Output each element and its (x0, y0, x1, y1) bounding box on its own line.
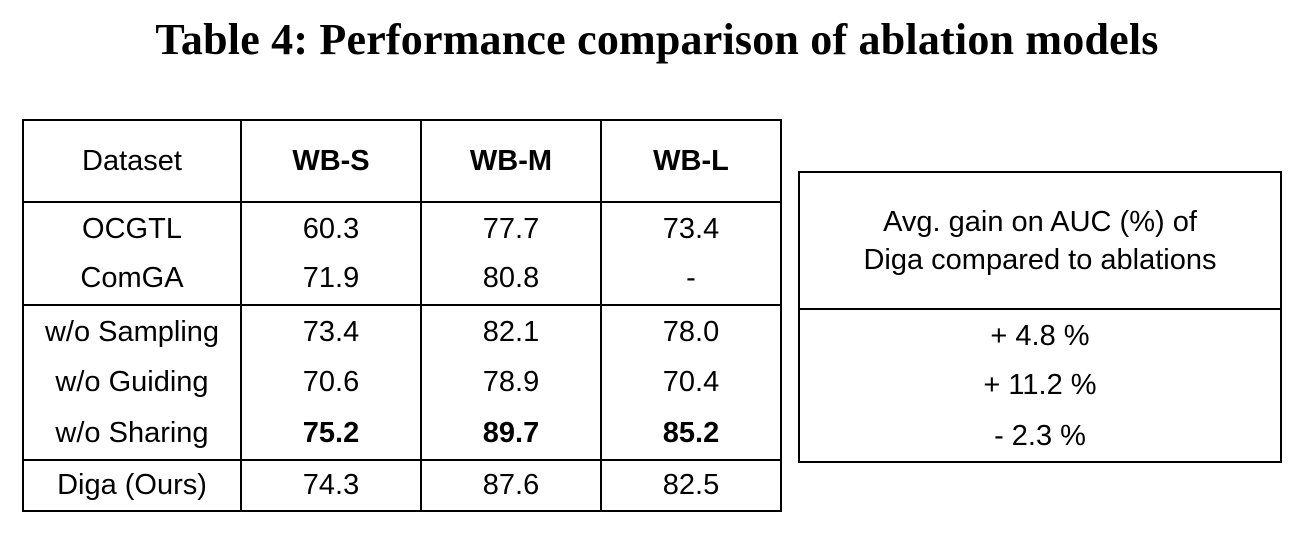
ablation-results-table: Dataset WB-S WB-M WB-L OCGTL 60.3 77.7 7… (22, 119, 782, 512)
table-cell: 77.7 (420, 202, 601, 254)
gain-value-cell: + 4.8 % (990, 319, 1090, 352)
table-cell: 71.9 (240, 253, 421, 306)
table-cell: 82.1 (420, 305, 601, 357)
column-header-wb-m: WB-M (420, 120, 601, 203)
table-row: Diga (Ours) 74.3 87.6 82.5 (23, 459, 781, 511)
table-cell: 80.8 (420, 253, 601, 306)
table-row: - 2.3 % (799, 411, 1281, 462)
table-cell: 87.6 (420, 459, 601, 511)
table-cell: - (600, 253, 781, 306)
gain-value-cell: - 2.3 % (994, 419, 1086, 452)
table-cell: 73.4 (600, 202, 781, 254)
table-cell: 78.0 (600, 305, 781, 357)
avg-gain-table: Avg. gain on AUC (%) of Diga compared to… (798, 171, 1282, 463)
row-label: w/o Sampling (44, 315, 220, 348)
column-header-wb-s: WB-S (240, 120, 421, 203)
table-row: + 11.2 % (799, 360, 1281, 411)
row-label: w/o Guiding (55, 365, 209, 398)
table-row: ComGA 71.9 80.8 - (23, 253, 781, 306)
column-header-dataset: Dataset (23, 120, 241, 203)
header-row: Avg. gain on AUC (%) of Diga compared to… (799, 172, 1281, 310)
table-cell: 74.3 (240, 459, 421, 511)
best-value-cell: 75.2 (240, 408, 421, 461)
table-cell: 60.3 (240, 202, 421, 254)
best-value-cell: 85.2 (600, 408, 781, 461)
row-label: ComGA (23, 253, 241, 306)
table-cell: 70.4 (600, 356, 781, 408)
table-cell: 73.4 (240, 305, 421, 357)
table-cell: 82.5 (600, 459, 781, 511)
table-cell: 78.9 (420, 356, 601, 408)
row-label: w/o Sharing (23, 408, 241, 461)
table-caption: Table 4: Performance comparison of ablat… (155, 15, 1159, 64)
table-row: + 4.8 % (799, 309, 1281, 360)
row-label: Diga (Ours) (57, 468, 207, 501)
table-cell: 70.6 (240, 356, 421, 408)
avg-gain-header: Avg. gain on AUC (%) of Diga compared to… (799, 172, 1281, 310)
best-value-cell: 89.7 (420, 408, 601, 461)
table-row: w/o Sharing 75.2 89.7 85.2 (23, 408, 781, 461)
avg-gain-header-line: Diga compared to ablations (863, 243, 1217, 276)
table-row: w/o Sampling 73.4 82.1 78.0 (23, 305, 781, 357)
row-label: OCGTL (82, 212, 182, 245)
header-row: Dataset WB-S WB-M WB-L (23, 120, 781, 203)
gain-value-cell: + 11.2 % (983, 369, 1097, 401)
table-row: w/o Guiding 70.6 78.9 70.4 (23, 356, 781, 408)
column-header-wb-l: WB-L (600, 120, 781, 203)
table-row: OCGTL 60.3 77.7 73.4 (23, 202, 781, 254)
avg-gain-header-line: Avg. gain on AUC (%) of (883, 205, 1197, 238)
